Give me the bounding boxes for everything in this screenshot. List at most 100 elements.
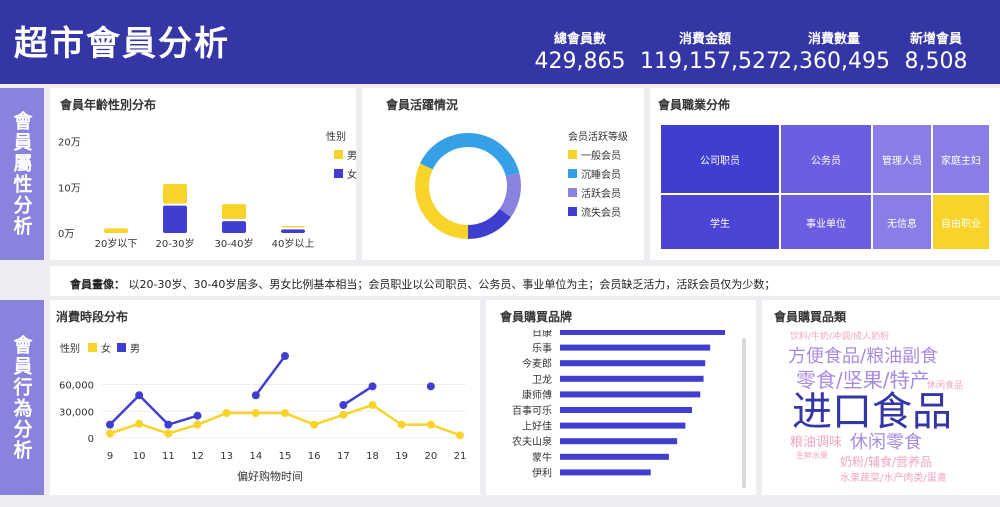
brand-label: 康师傅 [522, 388, 552, 401]
legend-item: 流失会员 [568, 204, 628, 219]
y-tick-label: 10万 [58, 183, 81, 194]
x-tick-label: 40岁以上 [272, 237, 315, 250]
legend-item-male: 男 [130, 344, 140, 355]
x-tick-label: 9 [107, 451, 113, 462]
y-tick-label: 30,000 [59, 407, 94, 418]
treemap-cell-office-staff: 公司职员 [660, 124, 780, 194]
legend-item: 活跃会员 [568, 185, 628, 200]
brand-bar [560, 330, 725, 335]
data-point-女 [339, 410, 348, 419]
page-title: 超市會員分析 [14, 24, 230, 64]
y-tick-label: 0 [88, 434, 94, 445]
brand-bar [560, 453, 669, 460]
treemap-cell-public-institution: 事业单位 [780, 194, 872, 250]
legend-item: 一般会员 [568, 147, 628, 162]
data-point-男 [368, 382, 377, 391]
member-portrait-summary: 會員畫像： 以20-30岁、30-40岁居多、男女比例基本相当；会员职业以公司职… [50, 266, 1000, 296]
kpi-label: 消費數量 [807, 32, 860, 47]
sidebar-behavior: 會員行為分析 [0, 300, 44, 495]
activity-donut-chart [415, 133, 521, 239]
brand-bar [560, 375, 704, 382]
bar-女 [281, 229, 305, 233]
kpi-value: 8,508 [904, 49, 968, 74]
kpi-value: 119,157,527 [640, 49, 780, 74]
treemap-cell-civil-servant: 公务员 [780, 124, 872, 194]
x-tick-label: 13 [220, 451, 233, 462]
y-tick-label: 0万 [58, 229, 74, 240]
x-axis-title: 偏好购物时间 [237, 469, 303, 483]
data-point-女 [222, 409, 231, 418]
kpi-total-members: 總會員數 429,865 [530, 28, 630, 74]
panel-occupation: 會員職業分佈 公司职员 公务员 管理人员 家庭主妇 学生 事业单位 无信息 自由… [650, 88, 1000, 260]
donut-slice-活跃会员 [499, 172, 521, 218]
word-cloud-item: 奶粉/辅食/营养品 [840, 455, 933, 469]
x-tick-label: 20-30岁 [155, 237, 194, 250]
y-tick-label: 20万 [58, 138, 81, 149]
data-point-男 [135, 391, 144, 400]
data-point-男 [193, 411, 202, 420]
brand-label: 今麦郎 [522, 357, 552, 370]
data-point-女 [397, 420, 406, 429]
legend-item: 沉睡会员 [568, 166, 628, 181]
x-tick-label: 16 [308, 451, 321, 462]
word-cloud-item: 休闲零食 [850, 432, 922, 453]
x-tick-label: 21 [454, 451, 467, 462]
brand-bar [560, 407, 692, 413]
legend-item-female: 女 [101, 344, 111, 355]
time-legend: 性别 女 男 [60, 340, 140, 355]
bar-男 [104, 228, 128, 233]
x-tick-label: 14 [249, 451, 262, 462]
panel-title: 消費時段分布 [56, 310, 129, 324]
data-point-女 [310, 420, 319, 429]
sidebar-label: 會員行為分析 [10, 334, 33, 461]
bar-男 [222, 204, 246, 220]
bar-女 [163, 205, 187, 233]
word-cloud-item: 进口食品 [792, 389, 952, 435]
brand-scroll-area[interactable]: 日康 乐事 今麦郎 卫龙 康师傅 百事可乐 上好佳 农夫山泉 蒙牛 伊利 [496, 330, 736, 490]
legend-item-female: 女 [334, 166, 357, 181]
panel-title: 會員購買品牌 [500, 310, 573, 324]
kpi-spend: 消費金額 119,157,527 [640, 28, 780, 74]
panel-age-gender: 會員年齡性別分布 0万 10万 20万 20岁以下 20-30岁 30-40岁 40岁以上 … [50, 88, 357, 260]
word-cloud-item: 饮料/牛奶/冲调/成人奶粉 [790, 332, 890, 342]
age-legend: 性别 男 女 [326, 128, 357, 185]
panel-title: 會員購買品類 [774, 310, 847, 324]
data-point-男 [339, 401, 348, 410]
legend-title: 会员活跃等级 [568, 132, 628, 143]
activity-legend: 会员活跃等级 一般会员 沉睡会员 活跃会员 流失会员 [568, 128, 628, 223]
donut-slice-流失会员 [467, 208, 511, 239]
word-cloud-item: 生鲜水果 [796, 451, 828, 460]
brand-scrollbar[interactable] [742, 338, 746, 488]
panel-brand: 會員購買品牌 日康 乐事 今麦郎 卫龙 康师傅 百事可乐 上好佳 农夫山泉 蒙牛 伊利 [486, 300, 756, 495]
treemap-cell-student: 学生 [660, 194, 780, 250]
brand-bar [560, 344, 711, 351]
brand-label: 百事可乐 [512, 404, 552, 417]
time-line-chart: 0 30,000 60,000 9 10 11 12 13 14 15 16 17 18 19 20 21 偏好… [59, 300, 467, 483]
treemap-cell-no-info: 无信息 [872, 194, 932, 250]
sidebar-attributes: 會員屬性分析 [0, 88, 44, 260]
summary-text: 以20-30岁、30-40岁居多、男女比例基本相当；会员职业以公司职员、公务员、… [128, 278, 776, 291]
treemap-cell-freelance: 自由职业 [932, 194, 990, 250]
brand-label: 日康 [532, 330, 552, 339]
kpi-label: 消費金額 [678, 32, 731, 47]
summary-label: 會員畫像： [70, 278, 125, 291]
panel-activity: 會員活躍情況 会员活跃等级 一般会员 沉睡会员 活跃会员 流失会员 [362, 88, 644, 260]
brand-label: 伊利 [532, 467, 552, 479]
donut-slice-一般会员 [415, 163, 469, 239]
data-point-女 [164, 429, 173, 438]
data-point-女 [426, 420, 435, 429]
data-point-男 [426, 382, 435, 391]
word-cloud-item: 休闲食品 [927, 381, 964, 391]
bar-男 [163, 183, 187, 204]
age-gender-chart: 0万 10万 20万 20岁以下 20-30岁 30-40岁 40岁以上 [58, 138, 315, 250]
legend-item-male: 男 [334, 147, 357, 162]
data-point-男 [251, 391, 260, 400]
panel-title: 會員活躍情況 [386, 98, 459, 112]
series-line-男 [110, 356, 431, 425]
data-point-女 [193, 420, 202, 429]
panel-category: 會員購買品類 饮料/牛奶/冲调/成人奶粉 方便食品/粮油副食 零食/坚果/特产 … [762, 300, 1000, 495]
x-tick-label: 17 [337, 451, 350, 462]
data-point-女 [368, 401, 377, 410]
x-tick-label: 15 [279, 451, 292, 462]
